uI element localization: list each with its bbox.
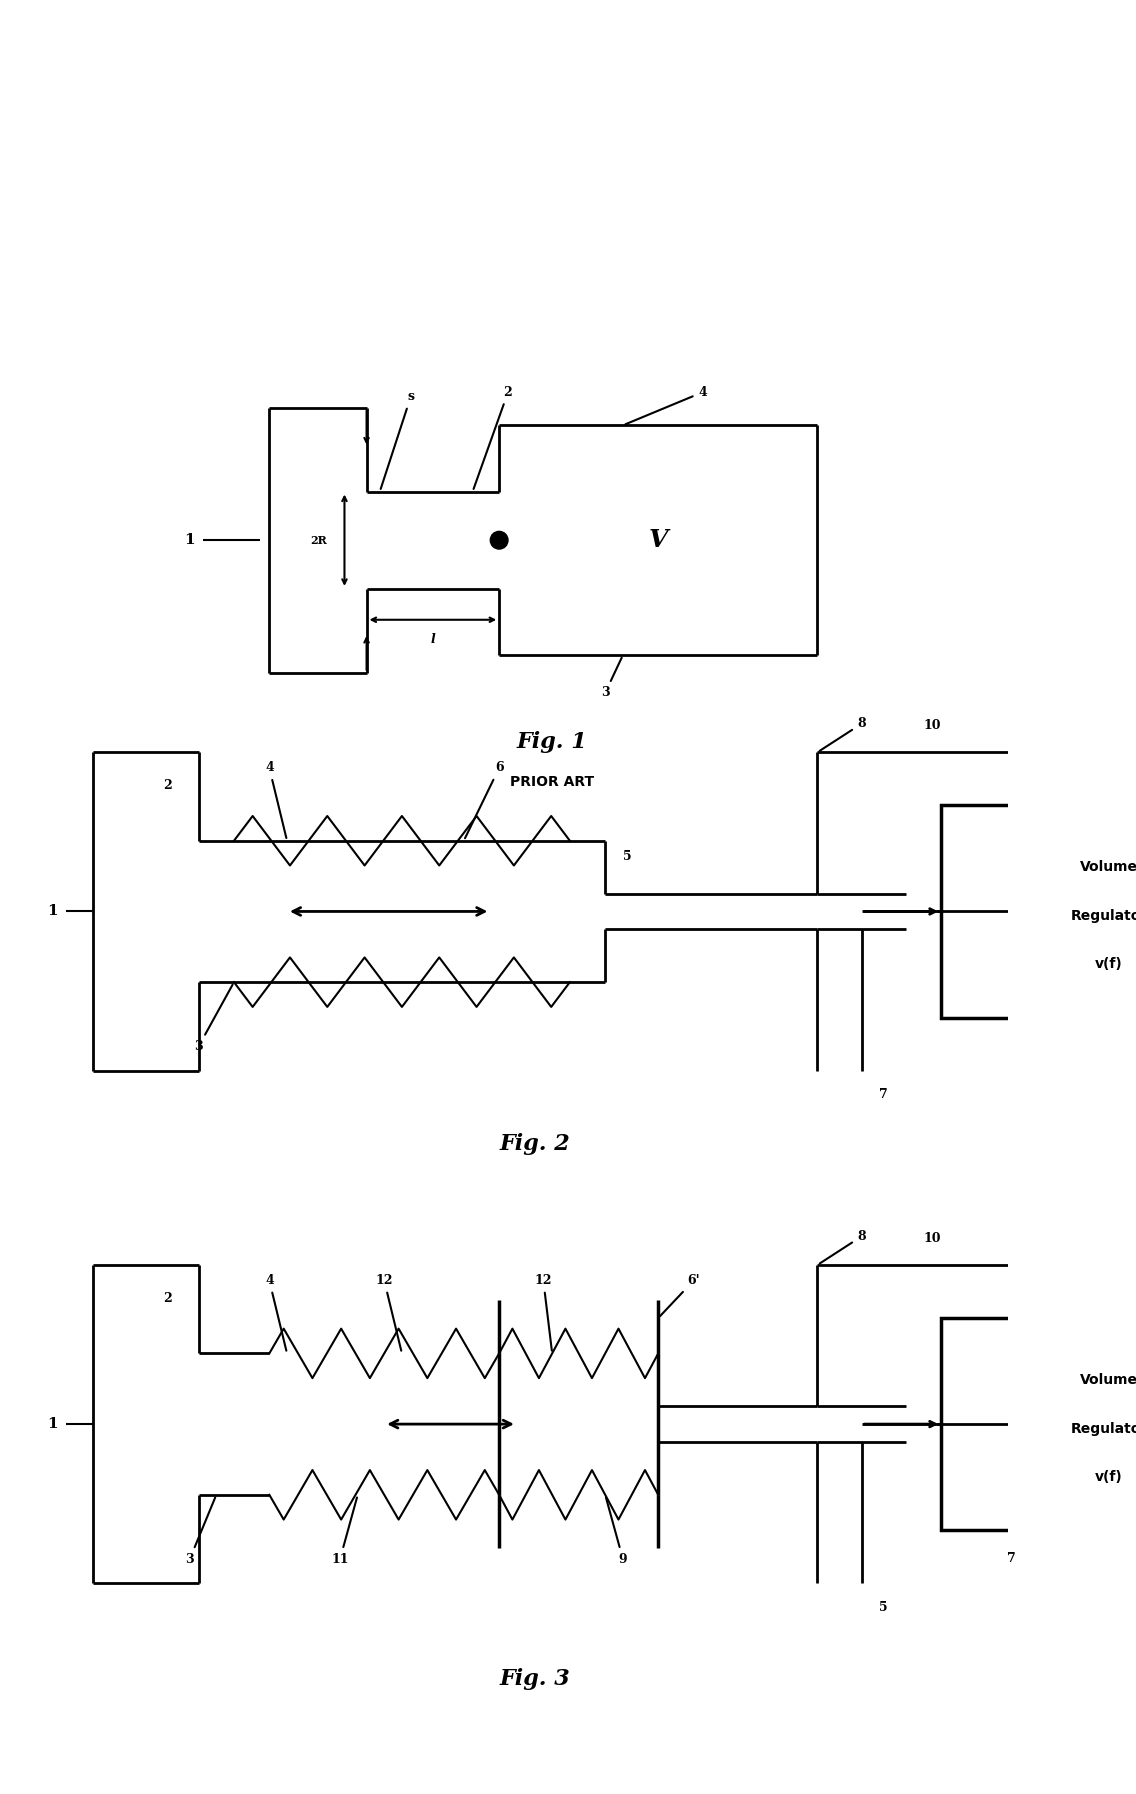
Text: PRIOR ART: PRIOR ART	[510, 775, 594, 789]
Text: 10: 10	[924, 1232, 941, 1245]
Circle shape	[491, 531, 508, 549]
Text: Fig. 1: Fig. 1	[517, 730, 587, 753]
Text: 11: 11	[332, 1498, 357, 1566]
Text: Fig. 2: Fig. 2	[499, 1134, 570, 1155]
Text: V: V	[649, 527, 668, 553]
Text: 3: 3	[185, 1498, 215, 1566]
Bar	[941, 806, 1136, 1017]
Text: l: l	[431, 633, 435, 646]
Text: 7: 7	[1008, 1552, 1017, 1566]
Text: 4: 4	[265, 761, 286, 838]
Text: Fig. 3: Fig. 3	[499, 1668, 570, 1690]
Text: 6: 6	[465, 761, 503, 838]
Text: 9: 9	[605, 1498, 627, 1566]
Text: 8: 8	[820, 718, 866, 752]
Text: Regulator: Regulator	[1070, 1421, 1136, 1435]
Text: 7: 7	[879, 1089, 888, 1102]
Text: 2: 2	[474, 386, 512, 490]
Text: 5: 5	[623, 850, 632, 863]
Text: 3: 3	[601, 658, 621, 700]
Text: 10: 10	[924, 719, 941, 732]
Text: 4: 4	[626, 386, 707, 423]
Text: 2: 2	[164, 779, 172, 793]
Bar	[941, 1319, 1136, 1530]
Text: Volume: Volume	[1080, 861, 1136, 874]
Text: 4: 4	[265, 1274, 286, 1351]
Text: v(f): v(f)	[1095, 1469, 1122, 1484]
Text: 3: 3	[194, 985, 233, 1053]
Text: 1: 1	[48, 904, 58, 919]
Text: 8: 8	[820, 1231, 866, 1263]
Text: 12: 12	[376, 1274, 401, 1351]
Text: 1: 1	[184, 533, 195, 547]
Text: 6': 6'	[660, 1274, 700, 1317]
Text: Volume: Volume	[1080, 1372, 1136, 1387]
Text: v(f): v(f)	[1095, 958, 1122, 972]
Text: s: s	[381, 391, 415, 490]
Text: 1: 1	[48, 1417, 58, 1432]
Text: 12: 12	[535, 1274, 552, 1351]
Text: Regulator: Regulator	[1070, 910, 1136, 922]
Text: 2: 2	[164, 1292, 172, 1304]
Text: 2R: 2R	[310, 535, 327, 545]
Text: 5: 5	[879, 1600, 888, 1615]
